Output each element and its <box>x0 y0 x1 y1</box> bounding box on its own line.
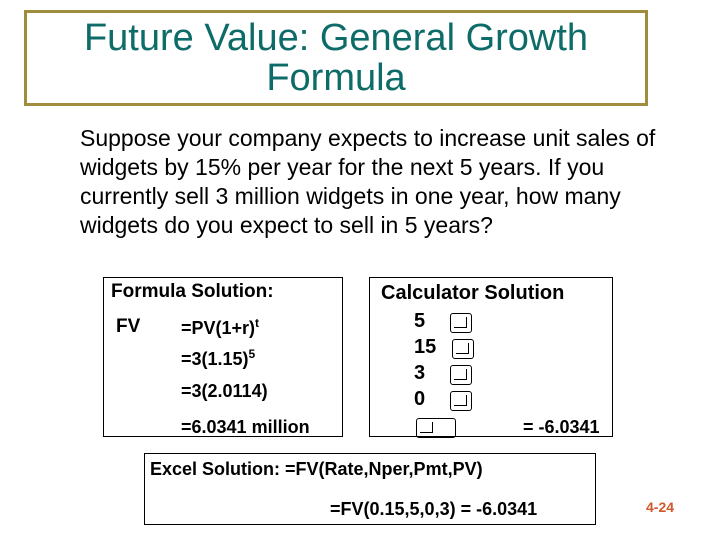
n-key-icon <box>450 313 472 333</box>
formula-step-1: =PV(1+r)t <box>181 316 260 339</box>
calculator-solution-box <box>369 277 613 437</box>
formula-step-3: =3(2.0114) <box>181 381 268 401</box>
formula-step-2-base: =3(1.15) <box>181 349 249 369</box>
cpt-fv-key-icon <box>416 418 456 438</box>
excel-solution-line-2: =FV(0.15,5,0,3) = -6.0341 <box>330 499 538 519</box>
calc-input-pmt: 0 <box>414 388 426 410</box>
formula-heading: Formula Solution: <box>111 281 274 302</box>
formula-solution-box <box>103 277 343 437</box>
calculator-heading: Calculator Solution <box>381 282 565 304</box>
calc-input-pv: 3 <box>414 362 426 384</box>
question-text: Suppose your company expects to increase… <box>80 125 656 238</box>
excel-solution-line-1: Excel Solution: =FV(Rate,Nper,Pmt,PV) <box>150 459 483 479</box>
calculator-result: = -6.0341 <box>523 417 600 437</box>
pv-key-icon <box>450 365 472 385</box>
i-key-icon <box>452 339 474 359</box>
pmt-key-icon <box>450 391 472 411</box>
fv-label: FV <box>116 316 141 337</box>
formula-step-2-exponent: 5 <box>248 347 256 361</box>
calc-input-i: 15 <box>414 336 437 358</box>
slide-number: 4-24 <box>646 499 675 515</box>
formula-step-1-exponent: t <box>255 316 260 330</box>
formula-step-2: =3(1.15)5 <box>181 347 256 370</box>
title-box: Future Value: General Growth Formula <box>24 10 648 106</box>
slide-title: Future Value: General Growth Formula <box>83 17 589 99</box>
calc-input-n: 5 <box>414 310 426 332</box>
formula-step-4: =6.0341 million <box>181 417 310 437</box>
excel-solution-box <box>144 453 596 525</box>
formula-step-1-base: =PV(1+r) <box>181 318 256 338</box>
